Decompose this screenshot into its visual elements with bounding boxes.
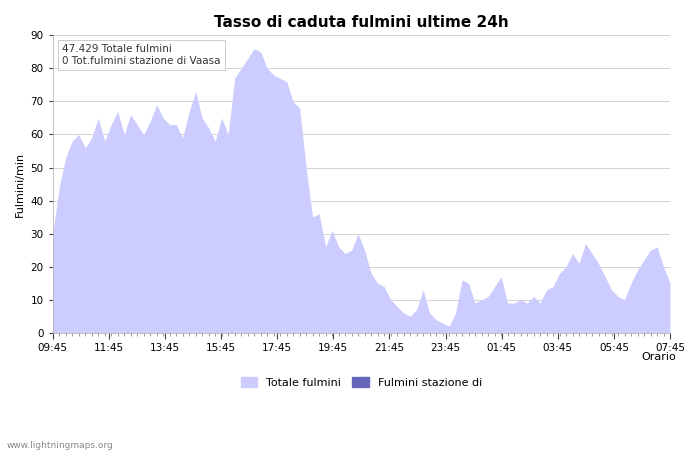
- Text: 47.429 Totale fulmini
0 Tot.fulmini stazione di Vaasa: 47.429 Totale fulmini 0 Tot.fulmini staz…: [62, 44, 220, 66]
- Y-axis label: Fulmini/min: Fulmini/min: [15, 152, 25, 216]
- Legend: Totale fulmini, Fulmini stazione di: Totale fulmini, Fulmini stazione di: [236, 373, 486, 393]
- Text: www.lightningmaps.org: www.lightningmaps.org: [7, 441, 113, 450]
- Title: Tasso di caduta fulmini ultime 24h: Tasso di caduta fulmini ultime 24h: [214, 15, 509, 30]
- X-axis label: Orario: Orario: [641, 352, 676, 362]
